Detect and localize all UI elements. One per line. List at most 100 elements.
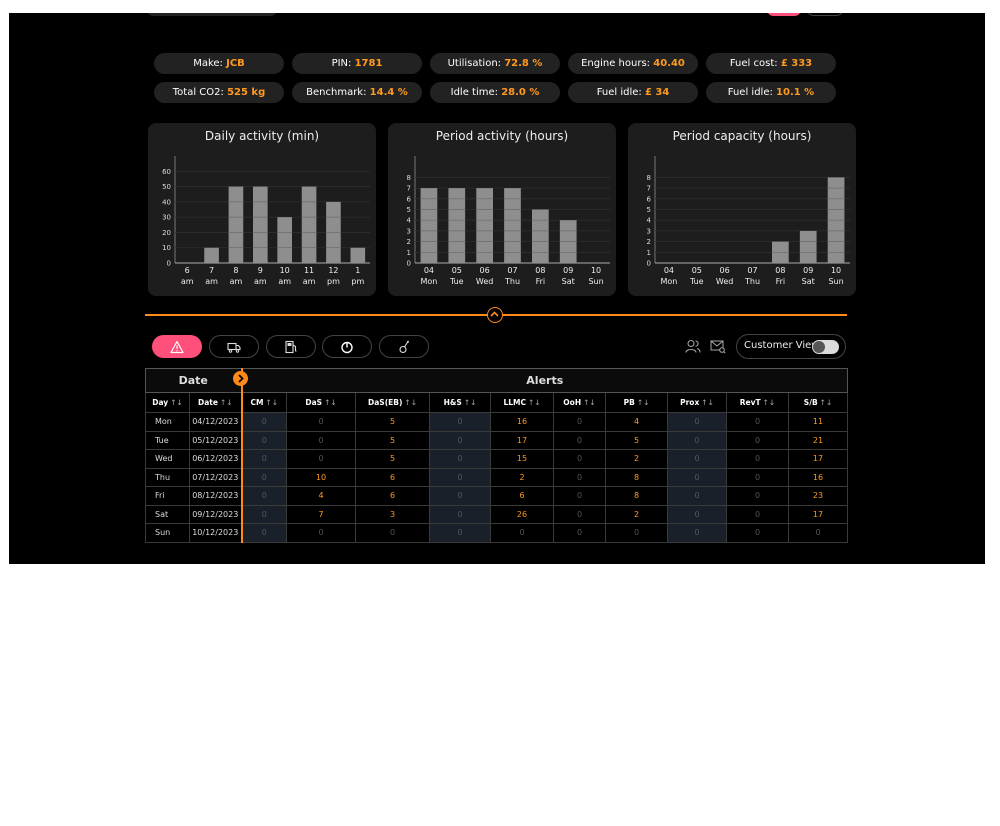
alert-count-cell: 6 <box>355 486 430 506</box>
chart-period-capacity: 0 1 2 3 4 5 6 7 8 04 Mon 05 Tue 06 Wed 07 Thu 08 Fri 09 Sat 1… <box>647 156 850 286</box>
customer-view-toggle[interactable]: Customer View <box>736 334 846 359</box>
x-tick-label: 05 <box>452 266 462 275</box>
collapse-button[interactable] <box>487 307 503 323</box>
x-tick-sublabel: am <box>254 277 267 286</box>
column-header-label: S/B <box>803 398 818 407</box>
column-header[interactable]: CM ↑↓ <box>240 392 287 413</box>
y-tick-label: 1 <box>407 249 411 257</box>
users-icon[interactable] <box>685 339 701 354</box>
y-tick-label: 8 <box>647 174 651 182</box>
x-tick-sublabel: Fri <box>536 277 546 286</box>
stat-pill: Fuel cost: £ 333 <box>706 53 836 74</box>
date-cell: 10/12/2023 <box>189 523 242 543</box>
column-header[interactable]: DaS ↑↓ <box>286 392 356 413</box>
table-row: Wed 06/12/2023 0 0 5 0 15 0 2 0 0 17 <box>145 449 849 469</box>
day-cell: Thu <box>145 467 190 487</box>
x-tick-label: 11 <box>304 266 314 275</box>
alert-count-cell: 0 <box>429 504 491 524</box>
sort-arrows-icon[interactable]: ↑↓ <box>762 398 776 407</box>
table-row: Fri 08/12/2023 0 4 6 0 6 0 8 0 0 23 <box>145 486 849 506</box>
operator-tab-button[interactable] <box>379 335 429 358</box>
sort-arrows-icon[interactable]: ↑↓ <box>463 398 477 407</box>
stat-value: 40.40 <box>653 58 685 69</box>
y-tick-label: 40 <box>162 198 171 206</box>
alert-count-cell: 0 <box>429 486 491 506</box>
sort-arrows-icon[interactable]: ↑↓ <box>636 398 650 407</box>
column-header[interactable]: RevT ↑↓ <box>726 392 789 413</box>
column-header[interactable]: LLMC ↑↓ <box>490 392 554 413</box>
sort-arrows-icon[interactable]: ↑↓ <box>170 398 183 407</box>
alerts-tab-button[interactable] <box>152 335 202 358</box>
vehicle-tab-button[interactable] <box>209 335 259 358</box>
alert-count-cell: 8 <box>605 467 668 487</box>
column-header-label: Prox <box>680 398 700 407</box>
x-tick-label: 6 <box>185 266 190 275</box>
x-tick-sublabel: am <box>181 277 194 286</box>
y-tick-label: 0 <box>167 260 171 268</box>
x-tick-label: 10 <box>591 266 601 275</box>
stat-label: Fuel idle: <box>727 87 773 98</box>
top-stub-right[interactable] <box>807 13 843 16</box>
stat-label: PIN: <box>331 58 352 69</box>
column-header[interactable]: Prox ↑↓ <box>667 392 727 413</box>
alert-count-cell: 0 <box>553 449 606 469</box>
chart-title: Period capacity (hours) <box>672 129 812 143</box>
sort-arrows-icon[interactable]: ↑↓ <box>324 398 337 407</box>
alert-count-cell: 0 <box>667 430 727 450</box>
x-tick-label: 08 <box>775 266 785 275</box>
alert-count-cell: 21 <box>787 430 849 450</box>
chart-title: Period activity (hours) <box>435 129 569 143</box>
fuel-tab-button[interactable] <box>266 335 316 358</box>
column-header[interactable]: PB ↑↓ <box>605 392 668 413</box>
alert-count-cell: 0 <box>240 430 287 450</box>
date-cell: 06/12/2023 <box>189 449 242 469</box>
x-tick-sublabel: Fri <box>776 277 786 286</box>
power-tab-button[interactable] <box>322 335 372 358</box>
y-tick-label: 3 <box>647 227 651 235</box>
date-cell: 07/12/2023 <box>189 467 242 487</box>
chart-daily-activity: 0 10 20 30 40 50 60 6 am 7 am 8 am 9 am 10 am 11 am 12 pm 1 pm <box>162 156 370 286</box>
sort-arrows-icon[interactable]: ↑↓ <box>265 398 279 407</box>
stat-value: 1781 <box>354 58 383 69</box>
alert-count-cell: 0 <box>726 412 789 432</box>
y-tick-label: 2 <box>407 238 411 246</box>
stat-value: 10.1 % <box>776 87 815 98</box>
y-tick-label: 2 <box>647 238 651 246</box>
stat-pill: PIN: 1781 <box>292 53 422 74</box>
column-header[interactable]: S/B ↑↓ <box>787 392 849 413</box>
sort-arrows-icon[interactable]: ↑↓ <box>701 398 714 407</box>
column-header[interactable]: Day ↑↓ <box>145 392 190 413</box>
alert-count-cell: 0 <box>286 449 356 469</box>
column-header[interactable]: DaS(EB) ↑↓ <box>355 392 430 413</box>
sort-arrows-icon[interactable]: ↑↓ <box>819 398 833 407</box>
alert-count-cell: 16 <box>490 412 554 432</box>
alert-count-cell: 0 <box>240 467 287 487</box>
chevron-right-icon <box>238 374 244 383</box>
alert-count-cell: 0 <box>355 523 430 543</box>
alert-count-cell: 0 <box>429 430 491 450</box>
alert-count-cell: 26 <box>490 504 554 524</box>
alert-count-cell: 0 <box>667 467 727 487</box>
stat-pill: Total CO2: 525 kg <box>154 82 284 103</box>
column-header[interactable]: Date ↑↓ <box>189 392 242 413</box>
stat-value: 28.0 % <box>501 87 540 98</box>
x-tick-label: 9 <box>258 266 263 275</box>
column-header[interactable]: H&S ↑↓ <box>429 392 491 413</box>
sort-arrows-icon[interactable]: ↑↓ <box>219 398 233 407</box>
switch-knob <box>813 341 825 353</box>
column-header[interactable]: OoH ↑↓ <box>553 392 606 413</box>
alert-count-cell: 0 <box>726 467 789 487</box>
alert-count-cell: 0 <box>553 504 606 524</box>
x-tick-label: 09 <box>803 266 813 275</box>
expand-date-button[interactable] <box>233 371 248 386</box>
alert-count-cell: 8 <box>605 486 668 506</box>
top-stub-pink[interactable] <box>767 13 801 16</box>
sort-arrows-icon[interactable]: ↑↓ <box>583 398 596 407</box>
bar <box>204 247 219 263</box>
customer-view-switch[interactable] <box>812 340 839 354</box>
sort-arrows-icon[interactable]: ↑↓ <box>404 398 417 407</box>
stat-label: Benchmark: <box>306 87 367 98</box>
sort-arrows-icon[interactable]: ↑↓ <box>527 398 541 407</box>
x-tick-label: 06 <box>720 266 730 275</box>
mail-search-icon[interactable] <box>710 339 726 354</box>
